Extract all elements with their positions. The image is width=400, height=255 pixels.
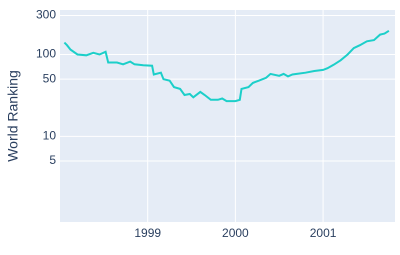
y-axis-label: World Ranking <box>5 70 21 162</box>
y-tick-label: 10 <box>43 129 57 143</box>
x-tick-label: 2000 <box>222 226 249 240</box>
plot-area <box>60 10 395 222</box>
y-tick-label: 100 <box>36 47 56 61</box>
x-tick-label: 1999 <box>134 226 161 240</box>
x-tick-label: 2001 <box>310 226 337 240</box>
y-tick-label: 50 <box>43 71 57 85</box>
y-tick-label: 300 <box>36 8 56 22</box>
line-series <box>63 29 390 103</box>
y-tick-label: 5 <box>49 153 56 167</box>
